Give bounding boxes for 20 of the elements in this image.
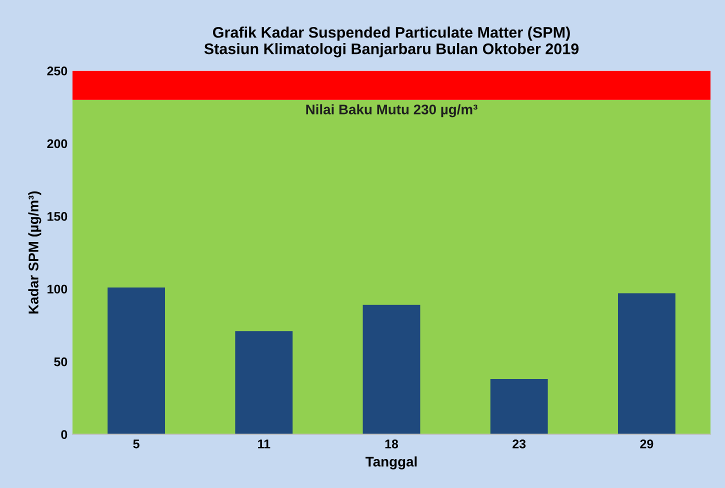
y-tick-label: 250 [47, 66, 68, 76]
bar [618, 293, 676, 434]
bar [490, 379, 548, 434]
bar [108, 287, 166, 434]
y-axis-title: Kadar SPM (µg/m³) [28, 191, 42, 314]
y-tick-label: 200 [47, 139, 68, 148]
bar [235, 331, 293, 434]
x-tick-label: 29 [640, 440, 654, 448]
chart-title: Grafik Kadar Suspended Particulate Matter (SPM) Stasiun Klimatologi Banjarbaru Bulan Oktober 2019 [204, 26, 579, 58]
x-tick-label: 5 [133, 440, 140, 448]
x-tick-label: 18 [385, 440, 398, 448]
x-axis-title: Tanggal [366, 456, 417, 470]
x-tick-label: 11 [258, 440, 270, 448]
y-tick-label: 100 [48, 284, 68, 294]
y-tick-label: 150 [48, 212, 68, 221]
y-tick-label: 0 [61, 430, 68, 439]
y-tick-label: 50 [54, 357, 68, 366]
x-tick-label: 23 [512, 440, 526, 448]
bar [362, 304, 420, 434]
band-label: Nilai Baku Mutu 230 µg/m³ [306, 104, 478, 118]
